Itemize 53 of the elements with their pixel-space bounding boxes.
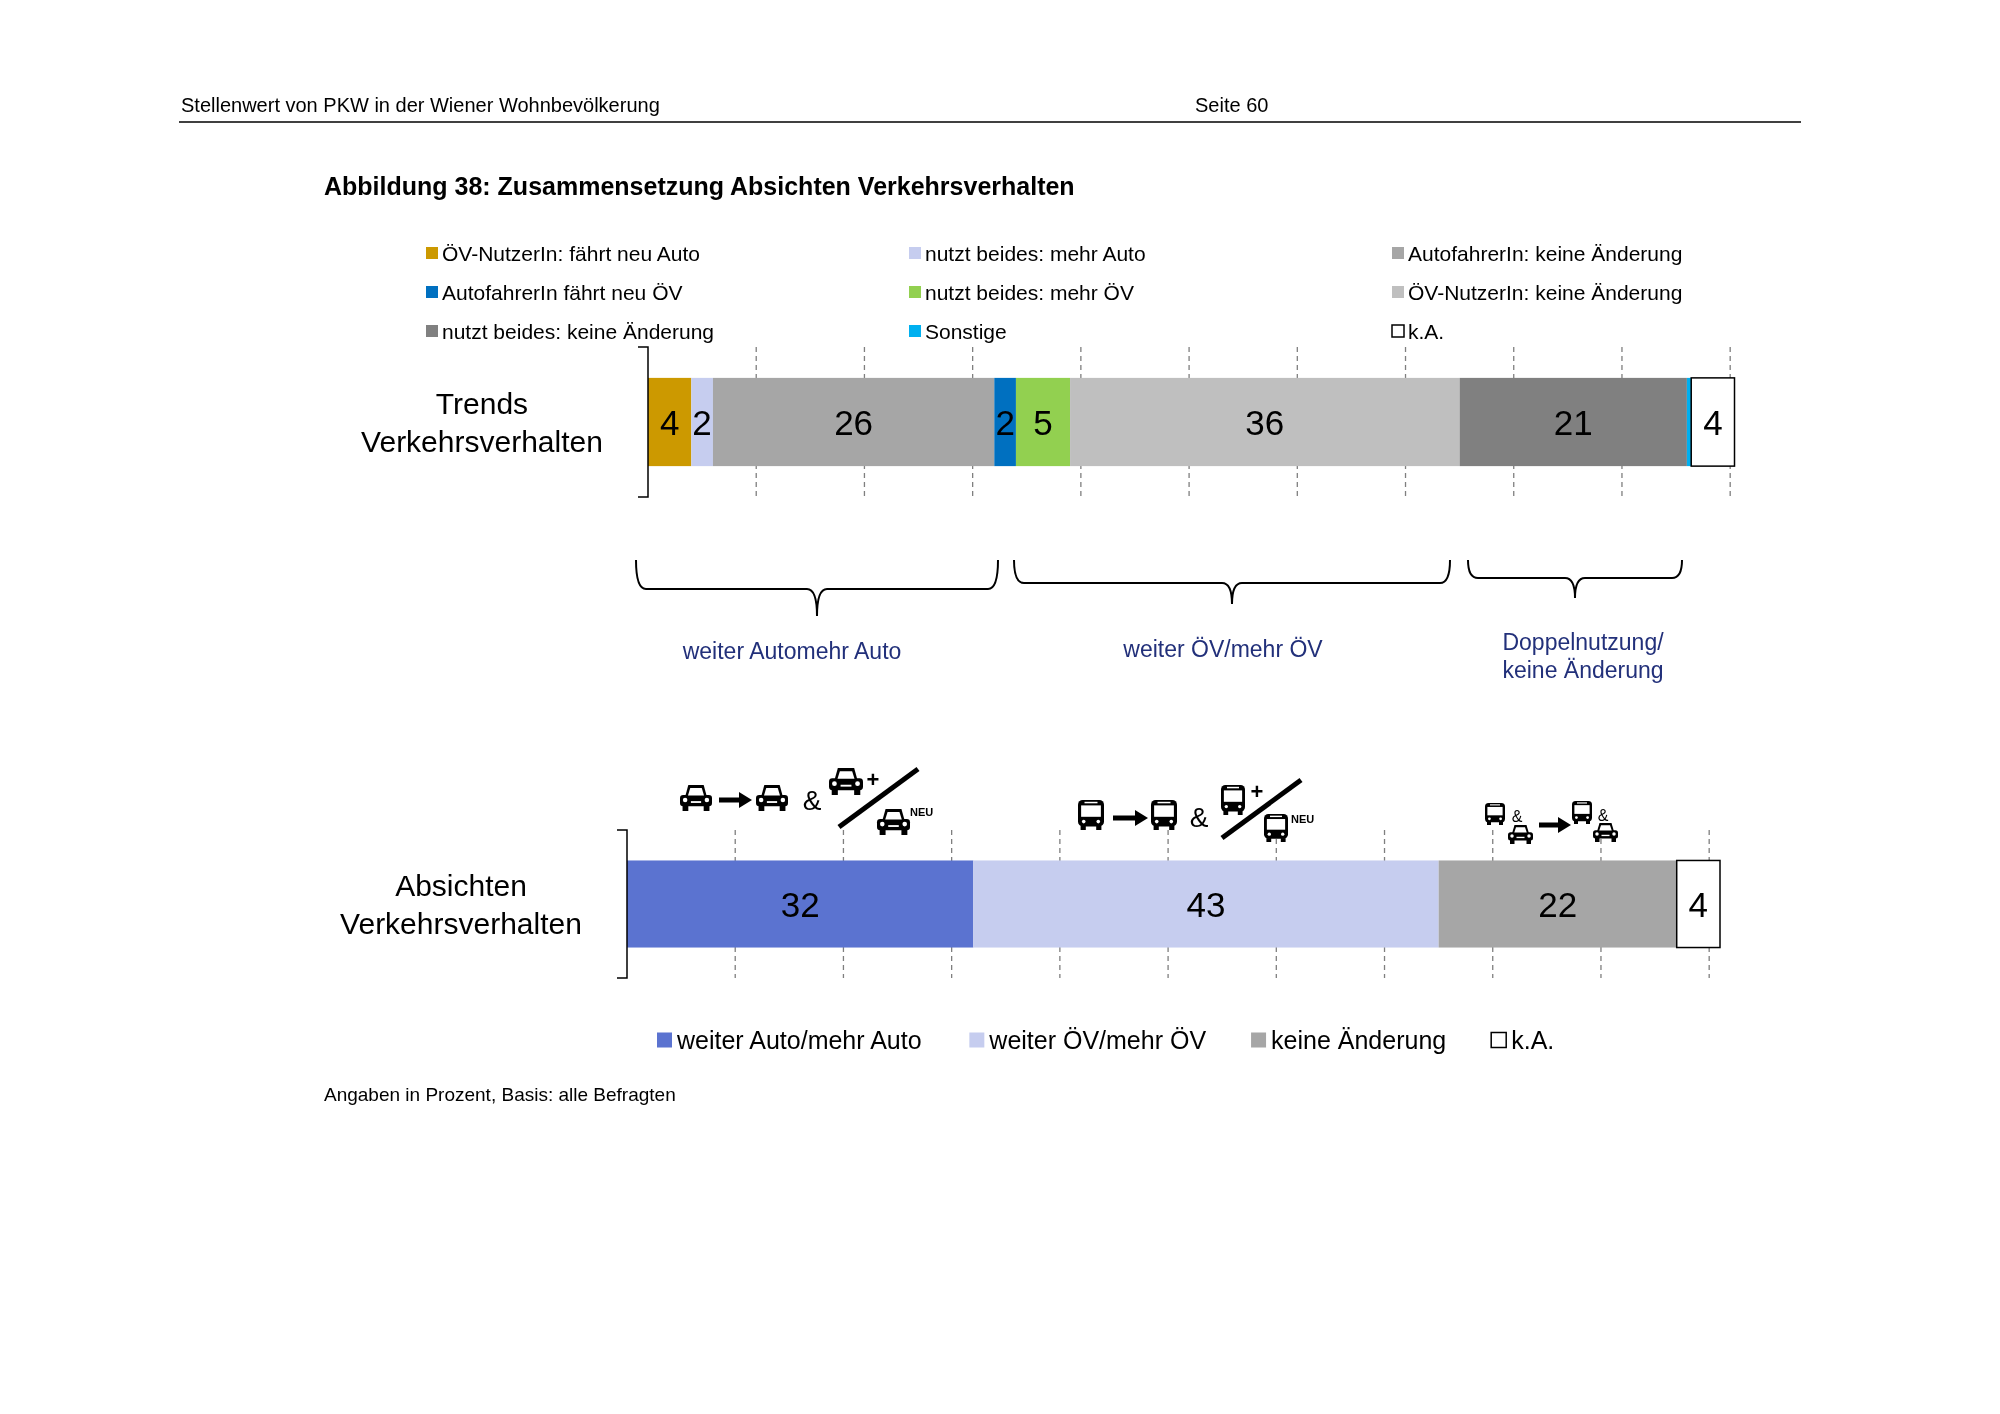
legend-label: weiter ÖV/mehr ÖV [988,1026,1207,1054]
data-label: 26 [834,402,874,442]
bar [1015,377,1071,467]
data-label: 4 [1703,402,1723,442]
y-tick-label: Trends Verkehrsverhalten [361,386,603,458]
text: + [866,766,880,792]
legend-label: ÖV-NutzerIn: keine Änderung [1408,280,1683,304]
bar [648,377,692,467]
data-label: 21 [1553,402,1593,442]
text: + [1250,778,1264,804]
bar [1690,377,1736,467]
legend-label: nutzt beides: mehr Auto [925,241,1146,265]
data-label: 36 [1245,402,1285,442]
data-label: 43 [1186,884,1226,924]
text: weiter Automehr Auto [681,638,902,664]
data-label: 4 [659,402,680,442]
data-label: 2 [692,402,712,442]
data-label: 4 [1688,884,1709,924]
bar [994,377,1016,467]
text: & [802,784,822,816]
bar [973,860,1439,948]
bar [1438,860,1677,948]
bar [712,377,995,467]
legend-label: ÖV-NutzerIn: fährt neu Auto [442,241,700,265]
text: & [1597,806,1609,824]
legend-label: Sonstige [925,319,1007,343]
text: Stellenwert von PKW in der Wiener Wohnbevölkerung [181,94,660,116]
legend-label: k.A. [1408,319,1445,343]
bar [1675,859,1721,949]
legend-label: weiter Auto/mehr Auto [676,1026,922,1054]
data-label: 5 [1033,402,1053,442]
data-label: 2 [995,402,1015,442]
annotation: & [1189,801,1209,833]
legend-label: nutzt beides: keine Änderung [442,319,715,343]
data-label: 22 [1538,884,1578,924]
bar [691,377,713,467]
legend-label: keine Änderung [1271,1026,1447,1054]
text: NEU [910,806,934,818]
legend-label: AutofahrerIn fährt neu ÖV [442,280,683,304]
text: Doppelnutzung/ keine Änderung [1502,628,1665,684]
bar [627,860,974,948]
text: NEU [1291,813,1315,825]
data-label: 32 [780,884,820,924]
legend-label: k.A. [1511,1026,1555,1054]
text: Seite 60 [1195,94,1269,116]
y-tick-label: Absichten Verkehrsverhalten [340,868,582,940]
chart-title: Abbildung 38: Zusammensetzung Absichten Verkehrsverhalten [324,172,1075,200]
text: Angaben in Prozent, Basis: alle Befragten [324,1083,676,1105]
bar [1070,377,1460,467]
text: & [1511,807,1523,825]
legend-label: nutzt beides: mehr ÖV [925,280,1134,304]
legend-label: AutofahrerIn: keine Änderung [1408,241,1683,265]
text: weiter ÖV/mehr ÖV [1122,636,1324,662]
